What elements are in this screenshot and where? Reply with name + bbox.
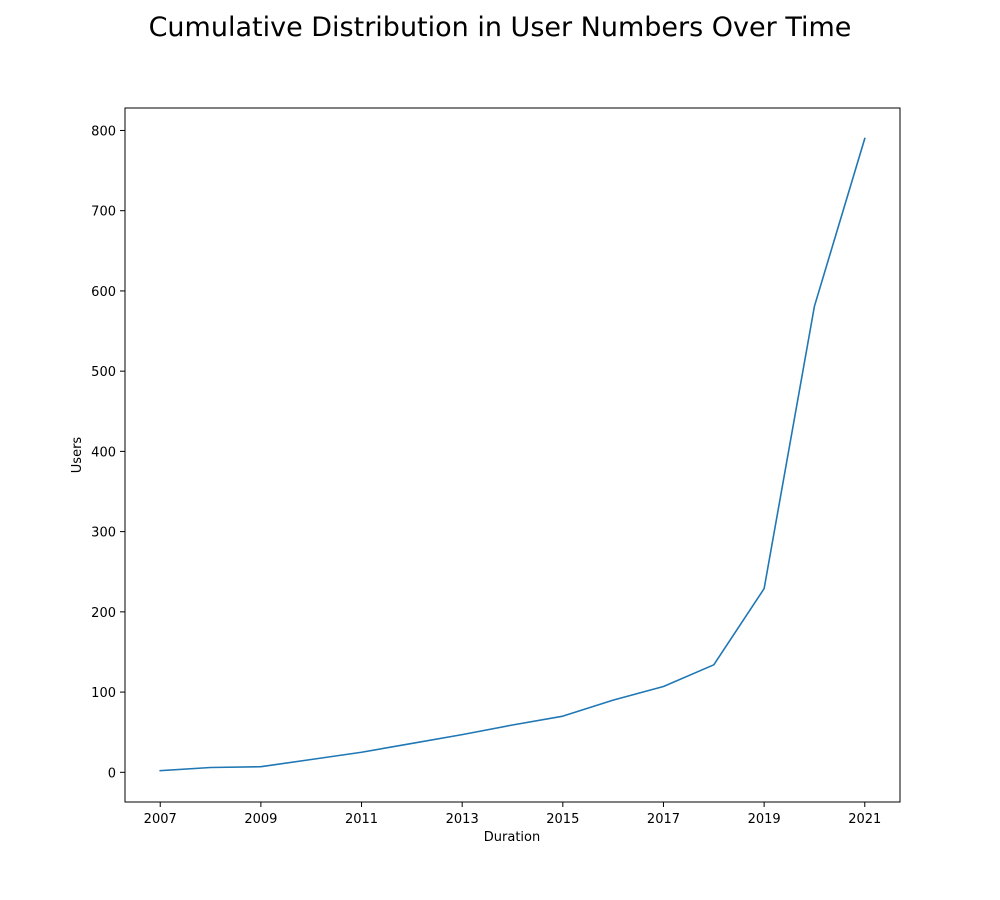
x-tick-label: 2017 (647, 812, 680, 827)
x-tick-label: 2019 (748, 812, 781, 827)
y-tick-label: 400 (91, 445, 116, 460)
y-tick-label: 800 (91, 124, 116, 139)
series-line (159, 137, 866, 772)
y-tick-label: 500 (91, 365, 116, 380)
x-tick-label: 2007 (144, 812, 177, 827)
y-tick-label: 0 (108, 766, 116, 781)
x-tick-label: 2015 (546, 812, 579, 827)
y-tick-label: 100 (91, 686, 116, 701)
y-axis-label: Users (70, 437, 85, 474)
y-tick-label: 600 (91, 285, 116, 300)
y-tick-label: 300 (91, 526, 116, 541)
y-tick-label: 200 (91, 606, 116, 621)
x-tick-label: 2011 (345, 812, 378, 827)
x-axis-label: Duration (484, 830, 540, 845)
plot-frame (124, 107, 901, 803)
x-tick-label: 2013 (446, 812, 479, 827)
ticks-layer: 2007 2009 2011 2013 2015 2017 2019 2021 0 100 200 3… (91, 124, 881, 827)
y-tick-label: 700 (91, 205, 116, 220)
x-tick-label: 2009 (244, 812, 277, 827)
series-layer (159, 137, 866, 772)
x-tick-label: 2021 (848, 812, 881, 827)
chart-title: Cumulative Distribution in User Numbers … (148, 12, 852, 43)
